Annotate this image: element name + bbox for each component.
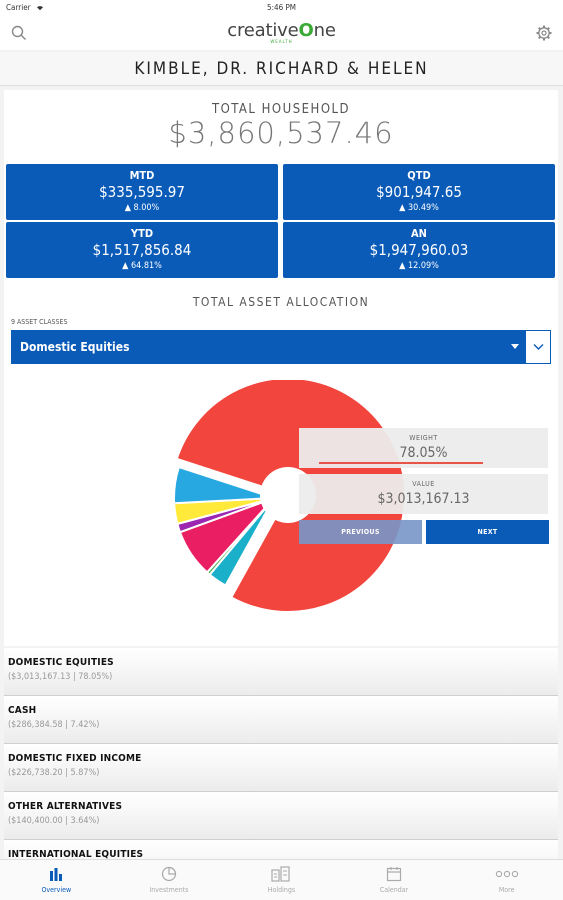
- dropdown-toggle-button[interactable]: [525, 330, 551, 364]
- perf-tile-qtd[interactable]: QTD $901,947.65 ▲ 30.49%: [283, 164, 555, 220]
- wifi-icon: [36, 5, 43, 10]
- creativeone-logo: creativeOne WEALTH: [0, 20, 563, 44]
- asset-name: CASH: [8, 705, 37, 716]
- asset-name: INTERNATIONAL EQUITIES: [8, 849, 144, 860]
- logo-text-right: ne: [313, 20, 336, 41]
- asset-class-selected: Domestic Equities: [20, 340, 130, 354]
- perf-label: QTD: [407, 169, 431, 182]
- bar-chart-icon: [50, 868, 63, 881]
- asset-class-list: DOMESTIC EQUITIES ($3,013,167.13 | 78.05…: [4, 648, 558, 888]
- asset-class-select[interactable]: Domestic Equities: [11, 330, 551, 364]
- list-item[interactable]: OTHER ALTERNATIVES ($140,400.00 | 3.64%): [4, 792, 558, 840]
- pie-slice-cash[interactable]: [173, 465, 275, 505]
- tab-holdings[interactable]: Holdings: [225, 860, 338, 900]
- tab-bar: Overview Investments Holdings Calendar: [0, 859, 563, 900]
- list-item[interactable]: DOMESTIC EQUITIES ($3,013,167.13 | 78.05…: [4, 648, 558, 696]
- next-button[interactable]: NEXT: [426, 520, 549, 544]
- asset-class-count: 9 ASSET CLASSES: [11, 318, 68, 326]
- list-item[interactable]: DOMESTIC FIXED INCOME ($226,738.20 | 5.8…: [4, 744, 558, 792]
- perf-change: ▲ 12.09%: [399, 261, 439, 271]
- more-icon: [495, 870, 518, 878]
- perf-value: $1,947,960.03: [369, 241, 469, 259]
- status-bar: Carrier 5:46 PM: [0, 0, 563, 16]
- tab-label: More: [498, 886, 515, 894]
- tab-more[interactable]: More: [450, 860, 563, 900]
- list-item[interactable]: CASH ($286,384.58 | 7.42%): [4, 696, 558, 744]
- logo-text-one: O: [298, 20, 314, 41]
- logo-text-left: creative: [227, 20, 299, 41]
- asset-detail: ($226,738.20 | 5.87%): [8, 768, 100, 778]
- perf-tile-mtd[interactable]: MTD $335,595.97 ▲ 8.00%: [6, 164, 278, 220]
- perf-value: $1,517,856.84: [92, 241, 192, 259]
- asset-name: DOMESTIC FIXED INCOME: [8, 753, 142, 764]
- status-time: 5:46 PM: [267, 3, 296, 12]
- client-name: KIMBLE, DR. RICHARD & HELEN: [0, 52, 563, 86]
- perf-tile-ytd[interactable]: YTD $1,517,856.84 ▲ 64.81%: [6, 222, 278, 278]
- tab-investments[interactable]: Investments: [113, 860, 226, 900]
- asset-detail: ($140,400.00 | 3.64%): [8, 816, 100, 826]
- asset-name: OTHER ALTERNATIVES: [8, 801, 123, 812]
- value-box: VALUE $3,013,167.13: [299, 474, 548, 514]
- asset-name: DOMESTIC EQUITIES: [8, 657, 114, 668]
- weight-label: WEIGHT: [409, 434, 438, 442]
- value-label: VALUE: [412, 480, 435, 488]
- perf-value: $335,595.97: [99, 183, 185, 201]
- perf-label: YTD: [130, 227, 154, 240]
- asset-detail: ($3,013,167.13 | 78.05%): [8, 672, 113, 682]
- total-household-label: TOTAL HOUSEHOLD: [211, 102, 351, 117]
- weight-box: WEIGHT 78.05%: [299, 428, 548, 468]
- overview-card: TOTAL HOUSEHOLD $3,860,537.46 MTD $335,5…: [4, 90, 558, 646]
- tab-label: Calendar: [379, 886, 409, 894]
- logo-subtitle: WEALTH: [270, 39, 293, 44]
- weight-value: 78.05%: [399, 445, 448, 461]
- previous-button[interactable]: PREVIOUS: [299, 520, 422, 544]
- tab-label: Holdings: [267, 886, 296, 894]
- perf-change: ▲ 8.00%: [124, 203, 160, 213]
- tab-overview[interactable]: Overview: [0, 860, 113, 900]
- caret-down-icon: [511, 344, 519, 349]
- asset-detail: ($286,384.58 | 7.42%): [8, 720, 100, 730]
- perf-tile-an[interactable]: AN $1,947,960.03 ▲ 12.09%: [283, 222, 555, 278]
- tab-label: Investments: [149, 886, 189, 894]
- total-household-value: $3,860,537.46: [168, 116, 394, 150]
- perf-label: MTD: [129, 169, 155, 182]
- holdings-icon: [271, 866, 291, 882]
- value-value: $3,013,167.13: [377, 491, 470, 507]
- tab-label: Overview: [41, 886, 72, 894]
- perf-change: ▲ 30.49%: [399, 203, 439, 213]
- perf-change: ▲ 64.81%: [122, 261, 162, 271]
- allocation-title: TOTAL ASSET ALLOCATION: [192, 295, 370, 309]
- nav-bar: creativeOne WEALTH: [0, 16, 563, 50]
- calendar-icon: [386, 867, 402, 882]
- carrier-label: Carrier: [6, 3, 44, 12]
- search-icon[interactable]: [10, 24, 28, 42]
- weight-bar: [319, 462, 483, 464]
- carrier-text: Carrier: [6, 3, 31, 12]
- perf-label: AN: [411, 227, 427, 240]
- gear-icon[interactable]: [535, 24, 553, 42]
- chevron-down-icon: [533, 344, 544, 350]
- pie-chart-icon: [161, 866, 176, 882]
- perf-value: $901,947.65: [376, 183, 462, 201]
- tab-calendar[interactable]: Calendar: [338, 860, 451, 900]
